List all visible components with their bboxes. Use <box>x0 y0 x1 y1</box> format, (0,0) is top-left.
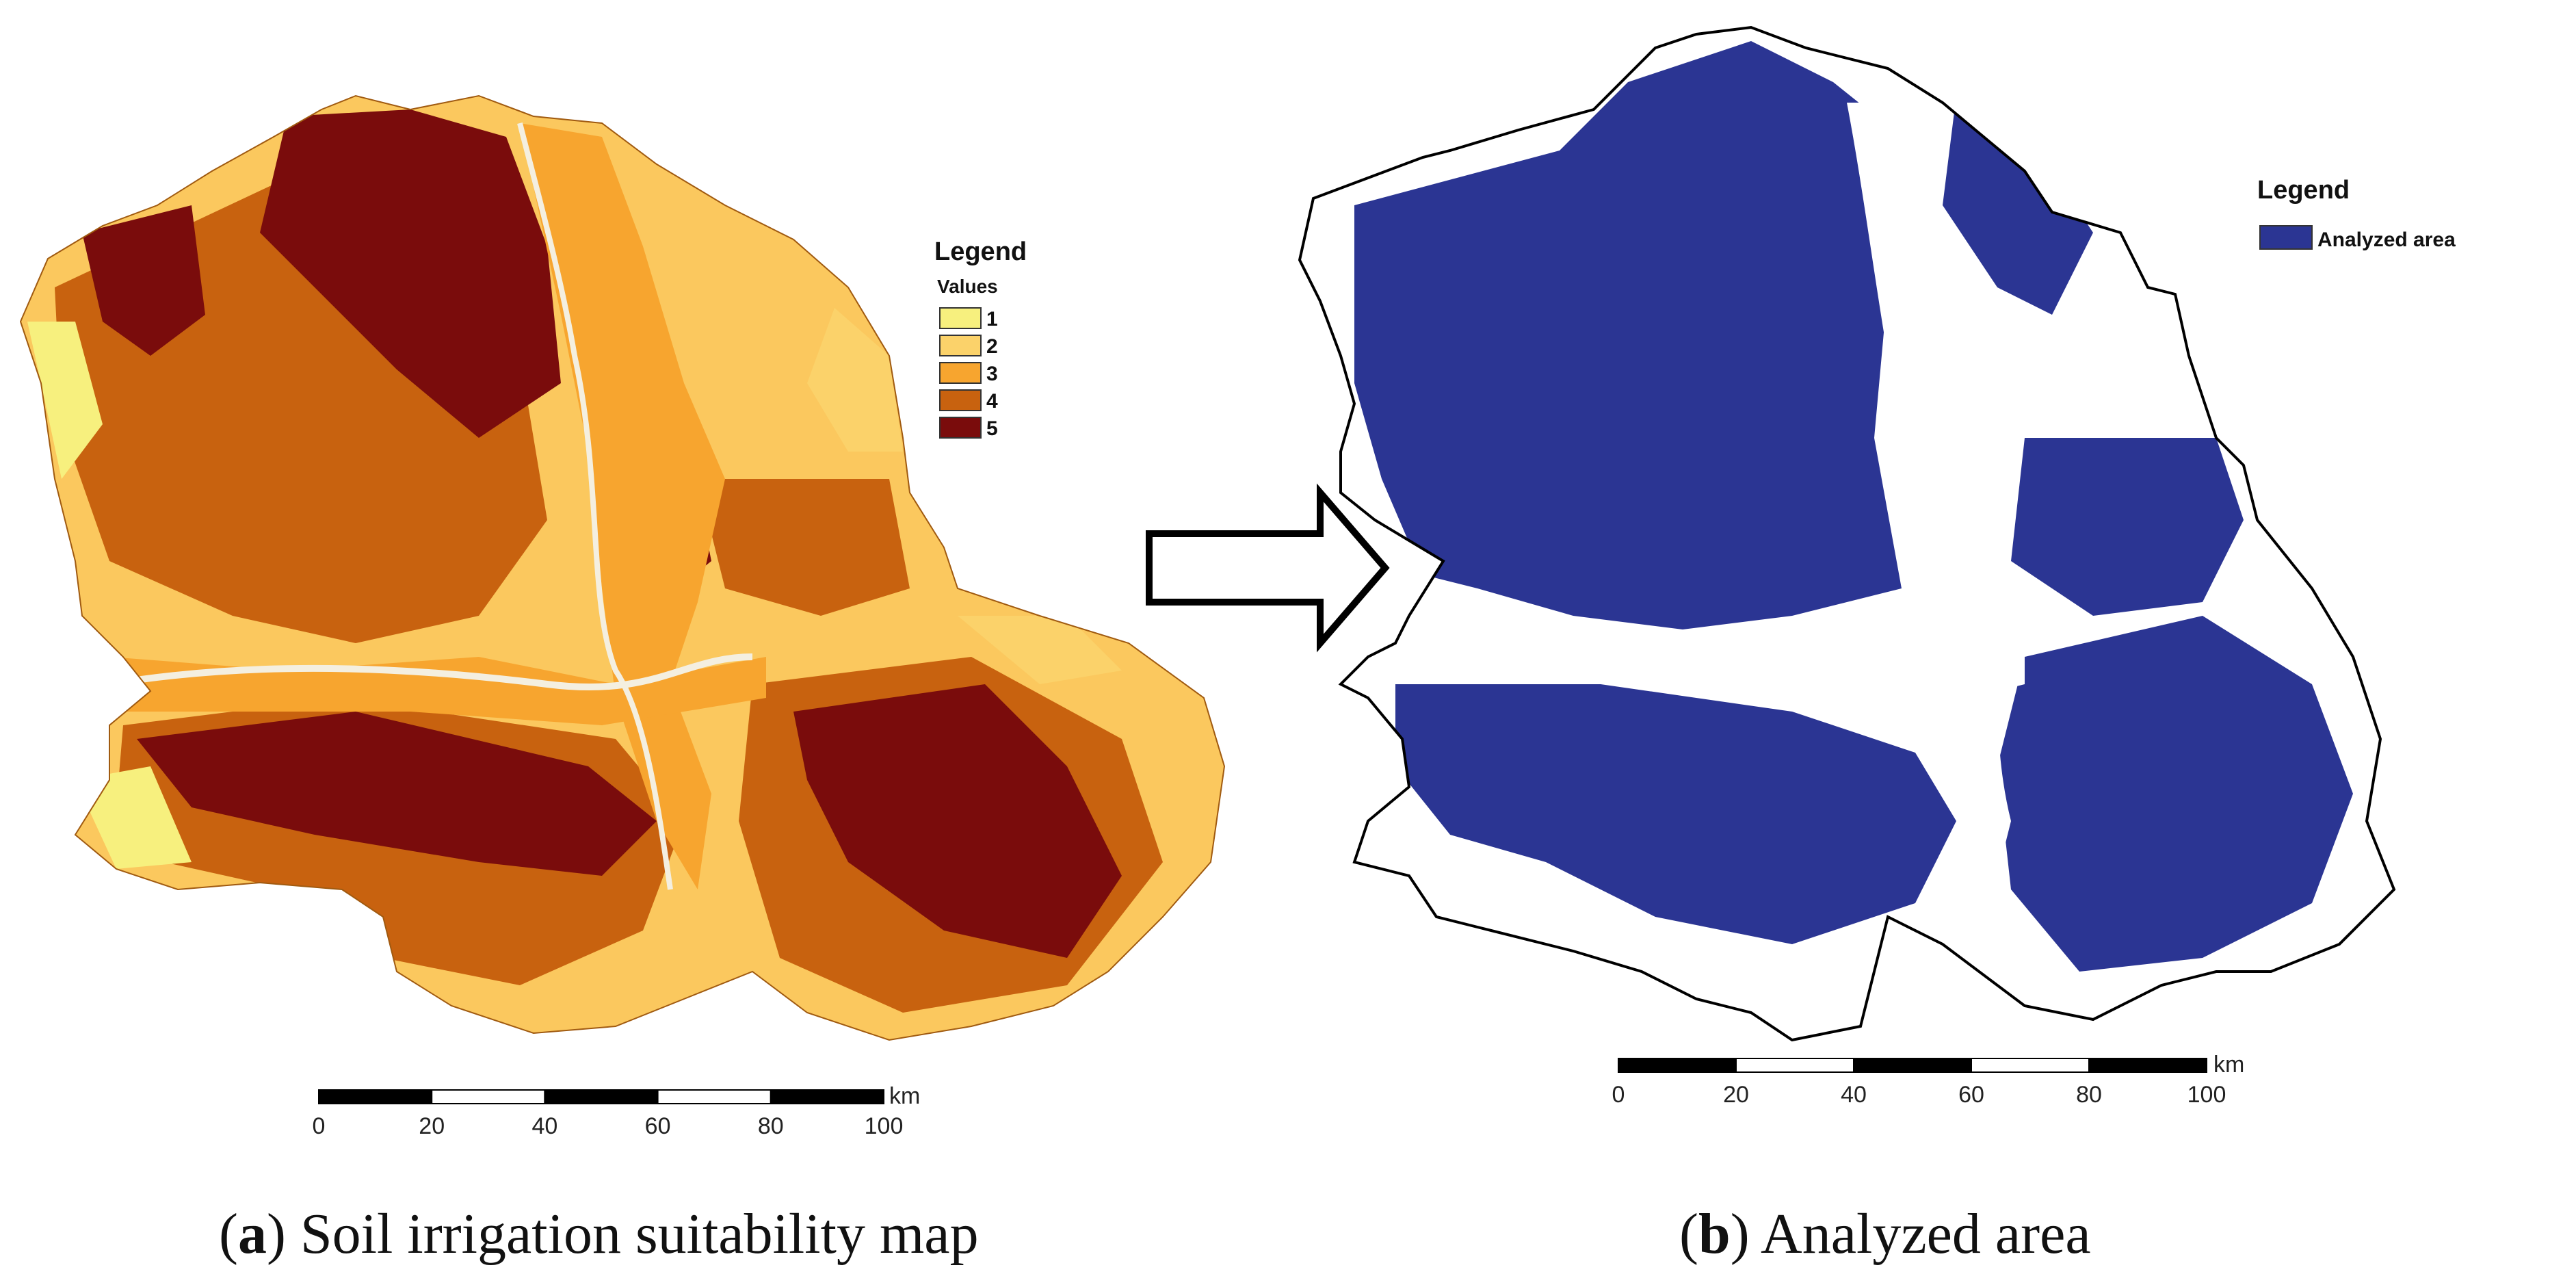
scalebar-tick-label: 20 <box>1723 1082 1749 1108</box>
legend-swatch <box>939 307 982 329</box>
legend-subtitle: Values <box>937 276 998 297</box>
scalebar-unit: km <box>2213 1052 2244 1078</box>
analyzed-zones <box>1354 41 2353 972</box>
analyzed-zone-south <box>1395 684 1956 944</box>
scalebar-segment <box>431 1089 546 1104</box>
legend-swatch <box>939 335 982 356</box>
legend-item-label: 2 <box>986 335 998 358</box>
analyzed-zone-northeast <box>1943 96 2093 315</box>
scalebar-segment <box>1618 1058 1737 1073</box>
zone-class-2-east <box>958 616 1122 684</box>
caption-text: Soil irrigation suitability map <box>300 1202 979 1266</box>
legend-swatch <box>939 362 982 384</box>
scalebar-segment <box>544 1089 659 1104</box>
suitability-zones <box>27 109 1163 1013</box>
scalebar-segment <box>318 1089 433 1104</box>
legend-item-label: Analyzed area <box>2317 229 2456 251</box>
legend-title: Legend <box>2257 176 2350 205</box>
zone-class-3-river-plain <box>109 657 766 725</box>
legend-a: Legend Values 1 2 3 4 5 <box>934 237 1027 440</box>
scalebar-b: km 0 20 40 60 80 100 <box>1612 1052 2245 1108</box>
scalebar-tick-label: 100 <box>865 1113 904 1139</box>
scalebar-tick-label: 20 <box>419 1113 445 1139</box>
caption-text: Analyzed area <box>1761 1202 2091 1266</box>
scalebar-tick-label: 80 <box>2076 1082 2102 1108</box>
scalebar-tick-label: 0 <box>313 1113 326 1139</box>
panel-analyzed-area: Legend Analyzed area km 0 20 40 60 80 100 <box>1272 0 2576 1287</box>
scalebar-tick-label: 60 <box>1958 1082 1984 1108</box>
analyzed-zone-southeast <box>1997 616 2353 972</box>
caption-a: (a) Soil irrigation suitability map <box>219 1202 979 1266</box>
zone-class-5-south <box>137 712 657 876</box>
scalebar-segment <box>1853 1058 1972 1073</box>
river-north-south <box>517 122 673 890</box>
legend-item-label: 3 <box>986 363 998 385</box>
scalebar-tick-label: 60 <box>645 1113 671 1139</box>
suitability-map-graphic: Legend Values 1 2 3 4 5 km 0 20 40 60 80 100 <box>20 95 1225 1139</box>
caption-letter: a <box>237 1202 267 1266</box>
zone-class-5-north <box>260 109 561 438</box>
scalebar-tick-label: 80 <box>758 1113 784 1139</box>
zone-class-4-east <box>698 479 910 616</box>
caption-letter: b <box>1698 1202 1731 1266</box>
scalebar-tick-label: 40 <box>531 1113 557 1139</box>
zone-class-5-southeast <box>793 684 1122 958</box>
zone-class-5-northwest <box>82 205 205 356</box>
scalebar-segment <box>1971 1058 2090 1073</box>
panel-suitability-map: Legend Values 1 2 3 4 5 km 0 20 40 60 80 100 <box>0 0 1245 1287</box>
legend-swatch <box>939 389 982 411</box>
river-corridor-west-east <box>1395 628 2025 704</box>
analyzed-area-graphic: Legend Analyzed area km 0 20 40 60 80 100 <box>1298 26 2456 1108</box>
legend-item-label: 4 <box>986 390 998 413</box>
analyzed-zone-north <box>1354 41 1902 629</box>
scalebar-unit: km <box>889 1083 920 1109</box>
legend-swatch <box>2259 225 2313 250</box>
scalebar-tick-label: 100 <box>2187 1082 2226 1108</box>
scalebar-a: km 0 20 40 60 80 100 <box>313 1083 921 1139</box>
scalebar-segment <box>1735 1058 1854 1073</box>
analyzed-zone-east <box>2011 438 2244 616</box>
scalebar-tick-label: 40 <box>1841 1082 1867 1108</box>
river-main <box>109 653 753 691</box>
zone-class-2-northeast <box>807 308 903 452</box>
legend-title: Legend <box>934 237 1027 266</box>
legend-swatch <box>939 417 982 439</box>
legend-b: Legend Analyzed area <box>2257 176 2456 251</box>
scalebar-segment <box>2088 1058 2207 1073</box>
legend-item-label: 5 <box>986 417 998 440</box>
legend-item-label: 1 <box>986 308 998 330</box>
scalebar-segment <box>770 1089 885 1104</box>
zone-class-1-far-west <box>27 322 103 479</box>
zone-class-1-west <box>75 766 192 869</box>
scalebar-segment <box>657 1089 772 1104</box>
scalebar-tick-label: 0 <box>1612 1082 1625 1108</box>
caption-b: (b) Analyzed area <box>1679 1202 2091 1266</box>
